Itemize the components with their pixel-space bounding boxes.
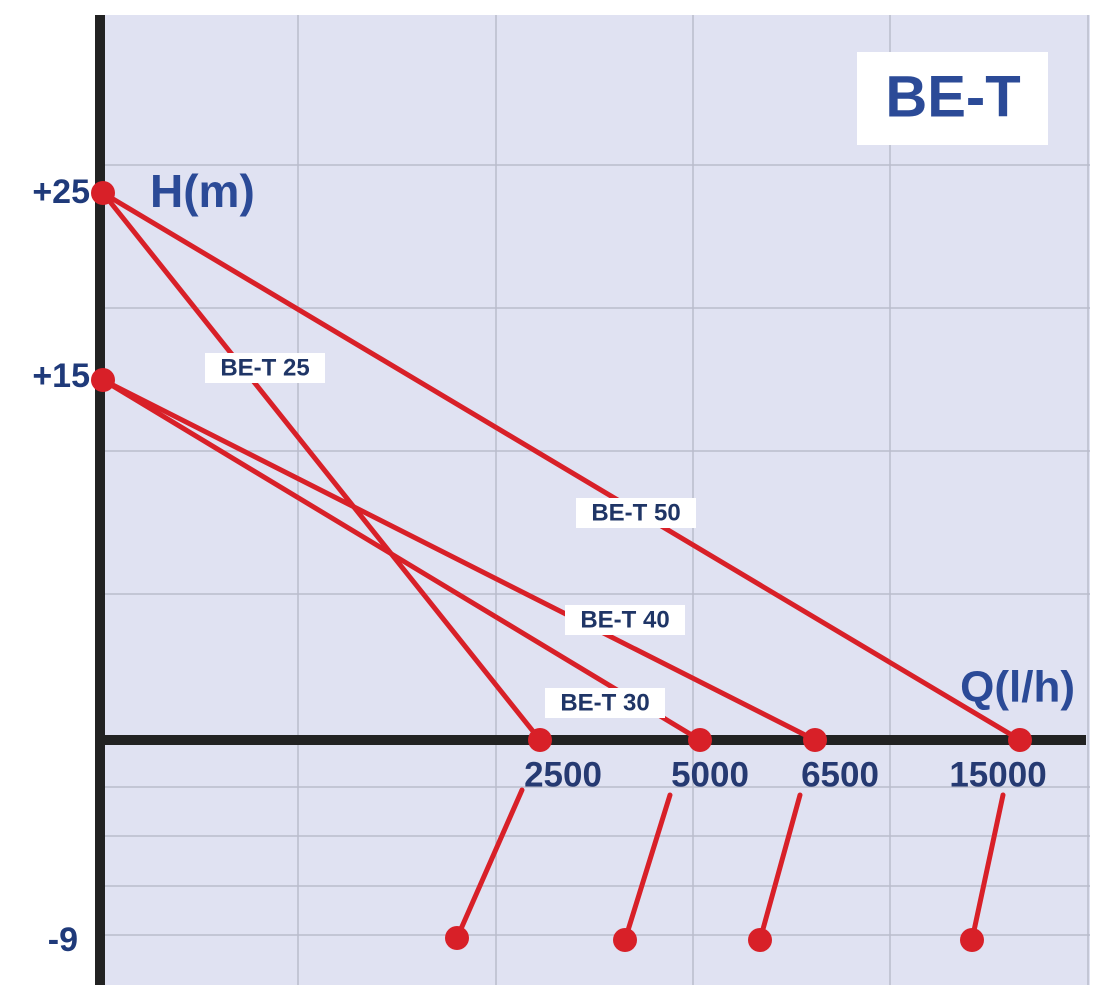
y-label: +25 [32,173,90,211]
x-axis-label: Q(l/h) [960,663,1075,712]
curve-label: BE-T 40 [580,606,669,633]
title: BE-T [885,64,1020,129]
curve-label: BE-T 30 [560,689,649,716]
points [91,181,1032,952]
y-axis-label: H(m) [150,165,255,217]
x-label: 6500 [801,755,879,794]
curve-label: BE-T 25 [220,354,309,381]
x-label: 15000 [949,755,1046,794]
y-label: +15 [32,357,90,395]
curve-label: BE-T 50 [591,499,680,526]
title-box [857,52,1048,145]
label-box [565,605,685,635]
x-label: 2500 [524,755,602,794]
curves [100,190,1023,943]
x-label: 5000 [671,755,749,794]
label-box [576,498,696,528]
y-label: -9 [48,921,78,959]
label-box [545,688,665,718]
label-box [205,353,325,383]
